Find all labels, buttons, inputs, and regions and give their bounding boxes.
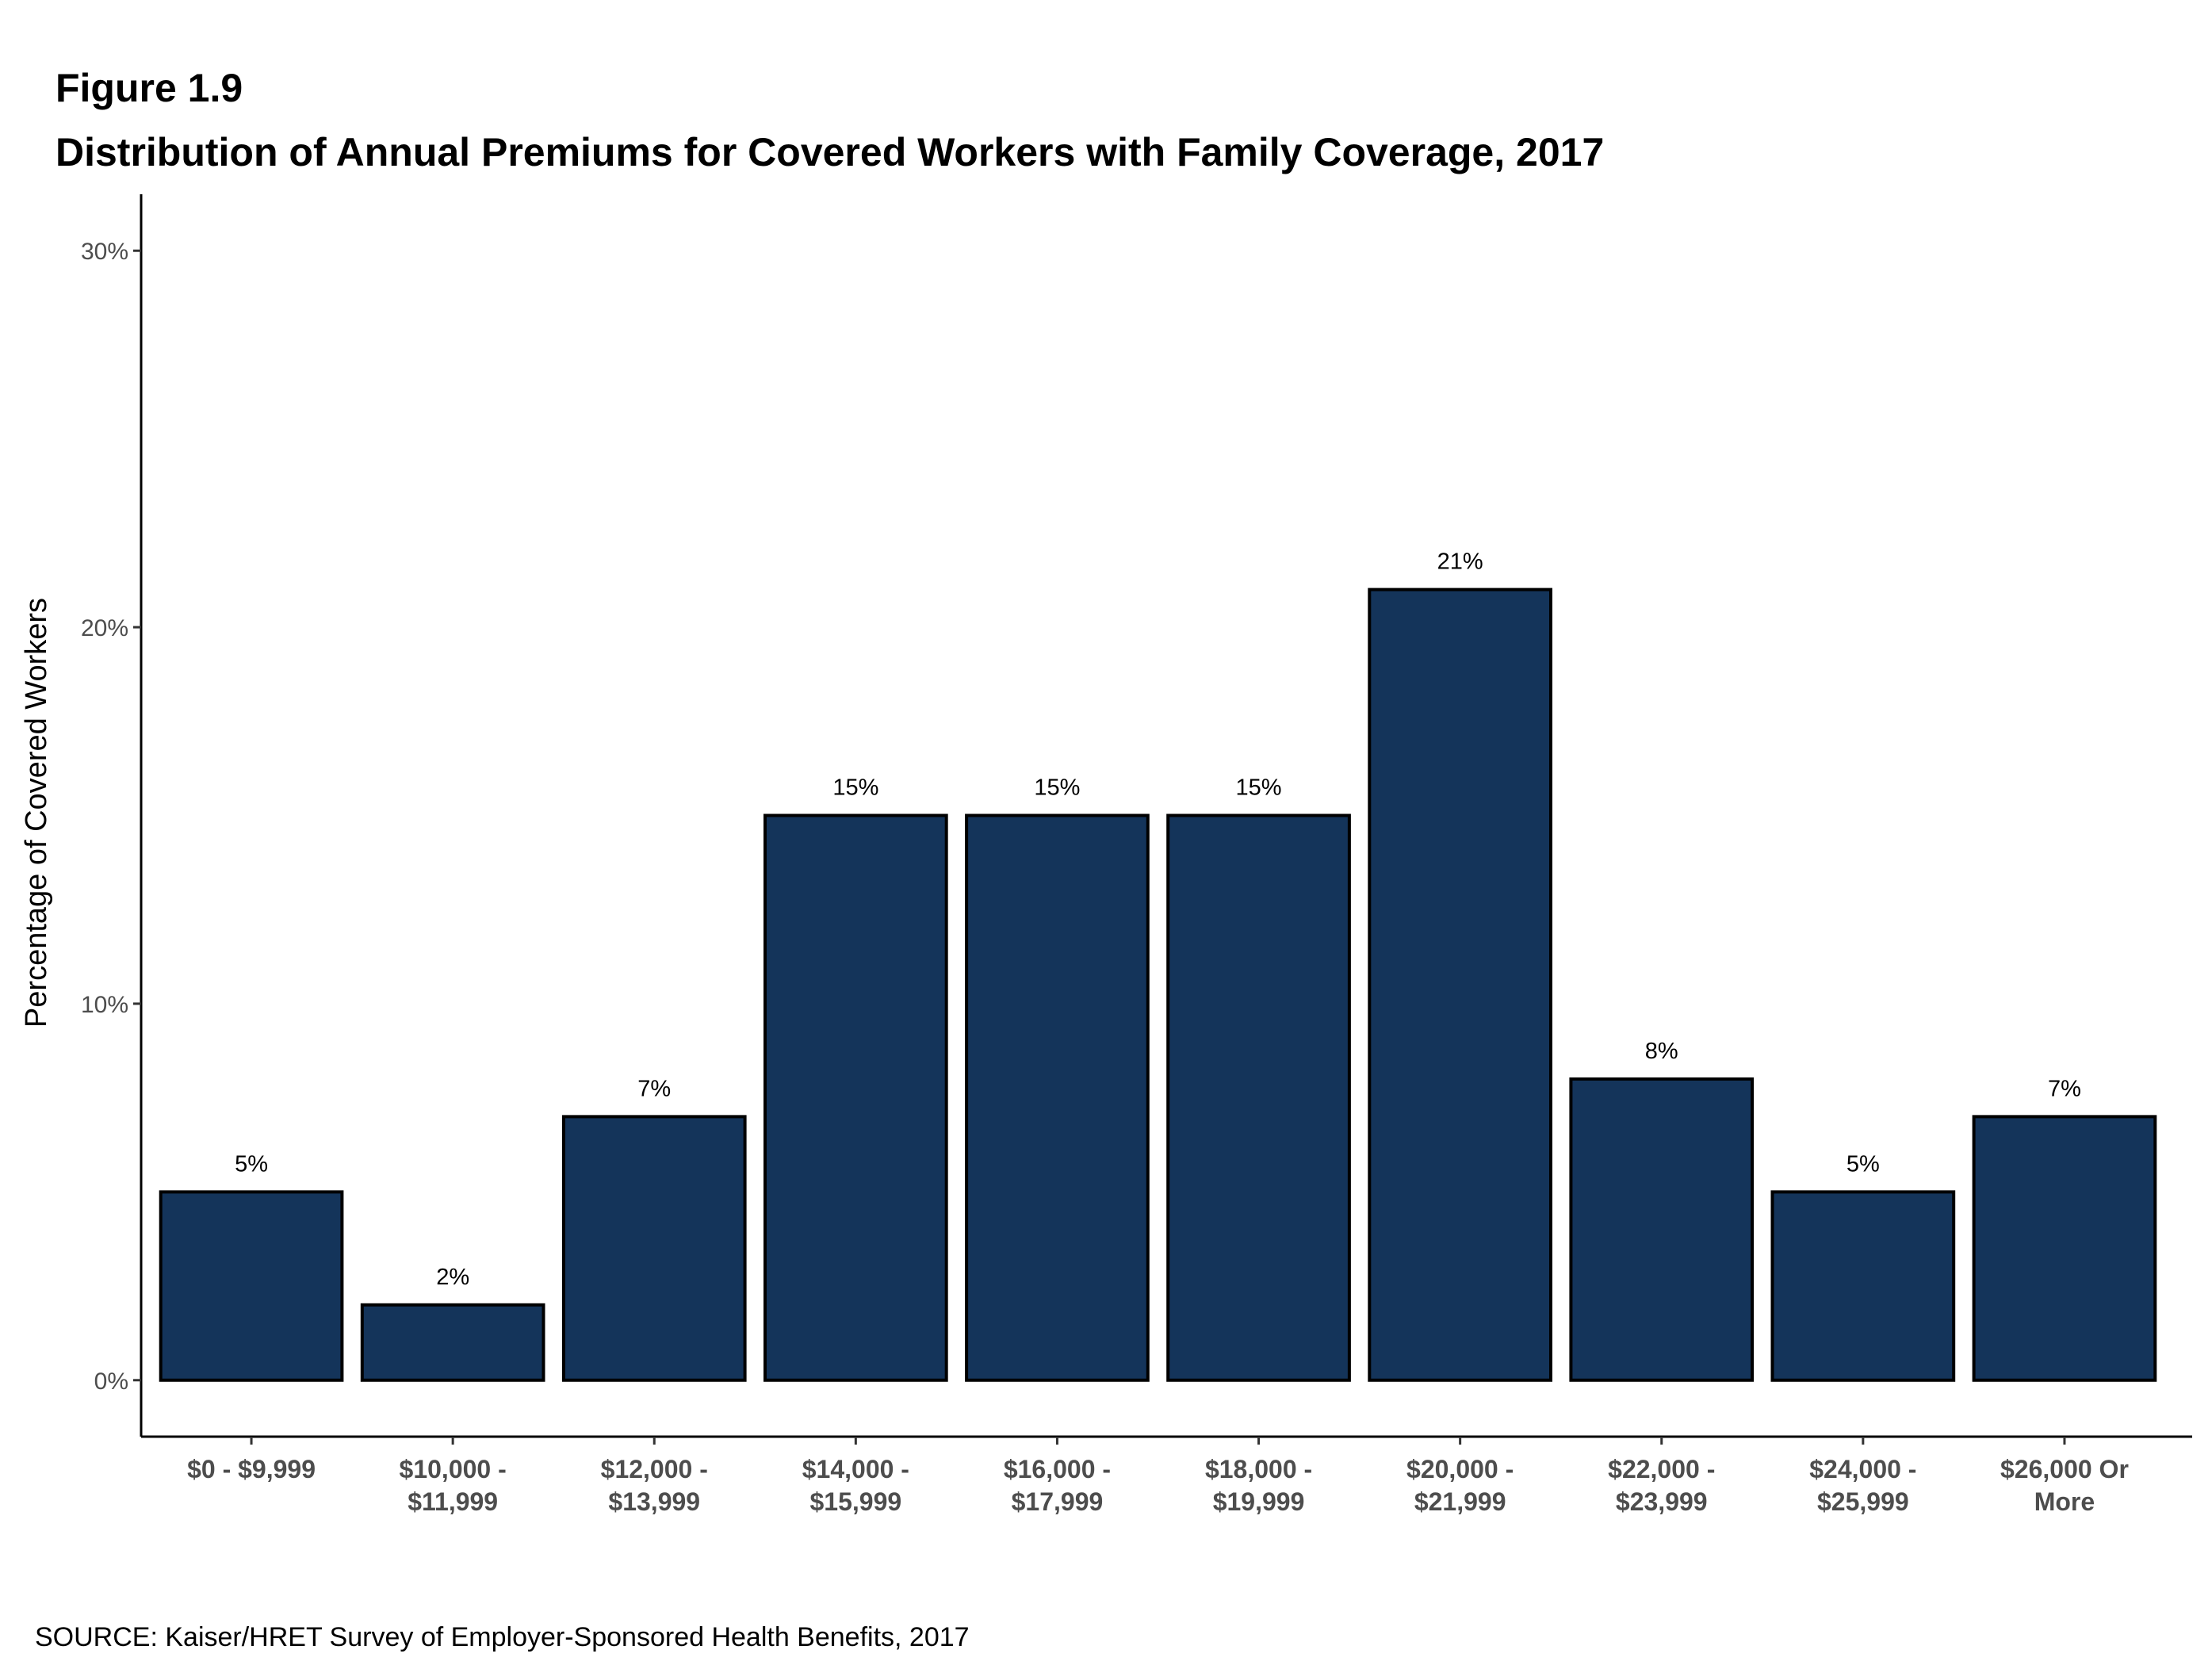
data-label: 15%: [1034, 775, 1080, 801]
x-tick-label: $14,000 -$15,999: [802, 1455, 909, 1516]
data-label: 7%: [2048, 1076, 2081, 1101]
y-tick-label: 10%: [81, 992, 128, 1018]
x-tick-label: $24,000 -$25,999: [1809, 1455, 1916, 1516]
chart-title: Distribution of Annual Premiums for Cove…: [55, 130, 1605, 174]
bar: [965, 813, 1150, 1382]
source-note: SOURCE: Kaiser/HRET Survey of Employer-S…: [35, 1622, 970, 1652]
bar: [1972, 1115, 2157, 1382]
bar: [1569, 1077, 1755, 1382]
data-label: 21%: [1437, 549, 1483, 575]
bar: [159, 1190, 344, 1382]
y-tick-label: 0%: [94, 1368, 128, 1395]
y-axis-title: Percentage of Covered Workers: [20, 598, 53, 1028]
x-tick-label: $26,000 Or More: [2000, 1455, 2129, 1516]
x-tick-label: $10,000 -$11,999: [400, 1455, 507, 1516]
x-tick-label: $16,000 -$17,999: [1004, 1455, 1111, 1516]
bar: [763, 813, 948, 1382]
data-label: 5%: [235, 1151, 268, 1177]
bar: [1166, 813, 1351, 1382]
figure-label: Figure 1.9: [55, 66, 243, 110]
bar: [360, 1303, 545, 1382]
data-label: 2%: [436, 1265, 469, 1290]
x-tick-label: $18,000 -$19,999: [1205, 1455, 1312, 1516]
x-tick-label: $12,000 -$13,999: [601, 1455, 708, 1516]
data-label: 8%: [1645, 1039, 1678, 1064]
data-label: 15%: [1236, 775, 1282, 801]
x-tick-label: $22,000 -$23,999: [1608, 1455, 1715, 1516]
x-tick-label: $20,000 -$21,999: [1406, 1455, 1514, 1516]
bars-layer: [159, 588, 2157, 1382]
x-axis: $0 - $9,999 $10,000 -$11,999 $12,000 -$13,…: [141, 1435, 2192, 1516]
y-tick-label: 20%: [81, 615, 128, 641]
bar: [561, 1115, 747, 1382]
bar: [1368, 588, 1552, 1382]
y-tick-label: 30%: [81, 239, 128, 265]
data-labels-layer: 5% 2% 7% 15% 15% 15% 21% 8% 5% 7%: [235, 549, 2081, 1290]
y-axis: 0% 10% 20% 30%: [81, 194, 143, 1437]
data-label: 7%: [637, 1076, 671, 1101]
data-label: 15%: [832, 775, 878, 801]
x-tick-label: $0 - $9,999: [187, 1455, 316, 1483]
bar: [1770, 1190, 1956, 1382]
data-label: 5%: [1847, 1151, 1880, 1177]
